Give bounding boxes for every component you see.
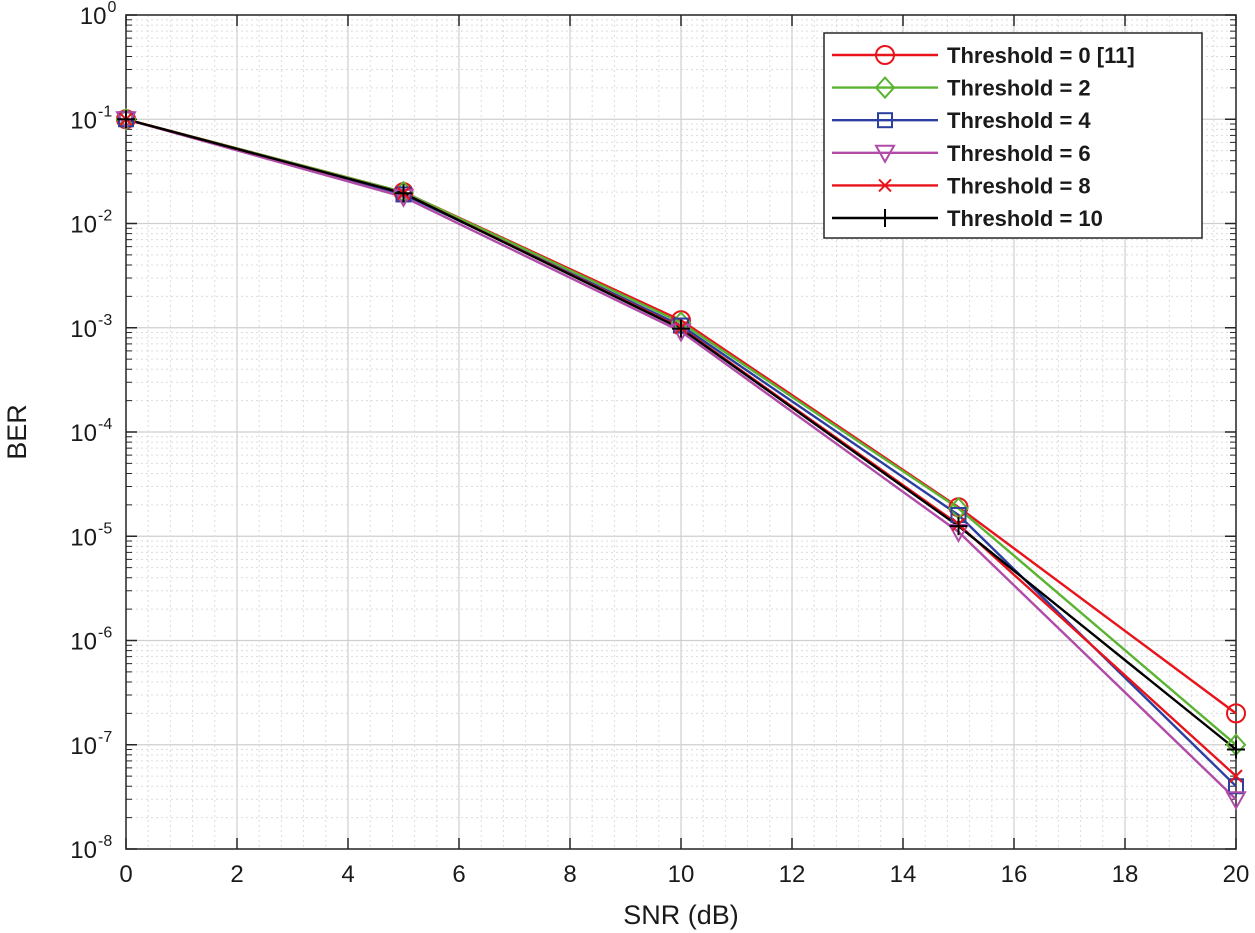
marker-diamond	[874, 76, 896, 100]
y-tick-label: 10 -8	[70, 833, 112, 864]
y-tick-label: 10 -5	[70, 520, 112, 551]
marker-plus	[117, 110, 135, 129]
marker-triangle-down	[1225, 791, 1247, 811]
y-tick-label: 10 -2	[70, 208, 112, 239]
legend-label: Threshold = 6	[947, 141, 1091, 166]
y-tick-label-base: 10	[70, 107, 97, 134]
legend-entry: Threshold = 8	[832, 173, 1091, 198]
marker-circle	[875, 45, 895, 65]
x-axis-label: SNR (dB)	[623, 900, 739, 930]
x-tick-label: 4	[341, 861, 354, 888]
y-tick-label-base: 10	[70, 212, 97, 239]
series-markers	[115, 107, 1247, 811]
marker-circle	[1226, 703, 1246, 724]
marker-triangle-down	[874, 144, 896, 164]
y-tick-label: 10 -1	[70, 103, 112, 134]
y-tick-label-exponent: -8	[98, 833, 112, 850]
y-tick-label-exponent: -6	[98, 625, 112, 642]
marker-plus	[394, 184, 413, 203]
y-tick-label: 10 -7	[70, 729, 112, 760]
y-tick-label: 10 -6	[70, 625, 112, 656]
y-tick-label-base: 10	[70, 524, 97, 551]
marker-square	[877, 112, 893, 129]
y-axis-label: BER	[2, 404, 32, 460]
y-tick-label-exponent: -1	[98, 103, 112, 120]
x-tick-label: 6	[452, 861, 465, 888]
legend-label: Threshold = 10	[947, 206, 1103, 231]
marker-x	[1229, 769, 1243, 783]
legend-entry: Threshold = 0 [11]	[832, 43, 1135, 68]
y-tick-label-exponent: -2	[98, 208, 112, 225]
x-tick-label: 14	[890, 861, 917, 888]
y-tick-label-base: 10	[70, 733, 97, 760]
y-tick-label-exponent: -5	[98, 520, 112, 537]
y-tick-label-base: 10	[70, 837, 97, 864]
marker-plus	[1227, 740, 1245, 759]
y-tick-label-exponent: 0	[108, 0, 117, 16]
legend-entry: Threshold = 2	[832, 76, 1091, 101]
y-tick-label: 10 -3	[70, 312, 112, 343]
marker-x	[878, 178, 892, 193]
x-tick-label: 16	[1001, 861, 1028, 888]
y-tick-label-base: 10	[70, 420, 97, 447]
marker-plus	[876, 209, 894, 227]
x-tick-label: 8	[563, 861, 576, 888]
x-tick-label: 12	[779, 861, 806, 888]
legend-label: Threshold = 2	[947, 76, 1091, 101]
x-tick-label: 0	[119, 861, 132, 888]
marker-plus	[949, 517, 968, 536]
y-tick-label-base: 10	[70, 629, 97, 656]
y-tick-label-base: 10	[80, 3, 107, 30]
legend-entry: Threshold = 6	[832, 141, 1091, 166]
legend-label: Threshold = 8	[947, 173, 1091, 198]
x-tick-label: 10	[668, 861, 695, 888]
x-tick-labels: 0 2 4 6 8 10 12 14 16 18 20	[119, 861, 1249, 888]
y-tick-label-base: 10	[70, 316, 97, 343]
legend-label: Threshold = 0 [11]	[947, 43, 1135, 68]
legend-entry: Threshold = 4	[832, 108, 1091, 133]
legend-entry: Threshold = 10	[832, 206, 1103, 231]
marker-plus	[672, 319, 690, 338]
legend: Threshold = 0 [11] Threshold = 2 Threshold…	[823, 32, 1203, 239]
legend-box	[823, 32, 1203, 239]
x-tick-label: 20	[1223, 861, 1250, 888]
x-tick-label: 18	[1112, 861, 1139, 888]
y-tick-label: 10 0	[80, 0, 117, 30]
legend-label: Threshold = 4	[947, 108, 1091, 133]
y-tick-label-exponent: -4	[98, 416, 112, 433]
x-tick-label: 2	[230, 861, 243, 888]
y-tick-label-exponent: -7	[98, 729, 112, 746]
y-tick-label: 10 -4	[70, 416, 112, 447]
y-tick-label-exponent: -3	[98, 312, 112, 329]
